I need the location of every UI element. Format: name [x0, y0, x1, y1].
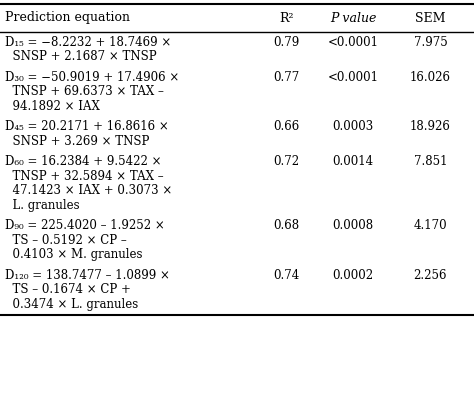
Text: 0.0008: 0.0008 [333, 219, 374, 232]
Text: <0.0001: <0.0001 [328, 71, 379, 84]
Text: 0.77: 0.77 [273, 71, 300, 84]
Text: R²: R² [280, 12, 294, 24]
Text: SNSP + 2.1687 × TNSP: SNSP + 2.1687 × TNSP [5, 50, 156, 63]
Text: TNSP + 32.5894 × TAX –: TNSP + 32.5894 × TAX – [5, 170, 164, 183]
Text: TNSP + 69.6373 × TAX –: TNSP + 69.6373 × TAX – [5, 85, 164, 98]
Text: 0.0003: 0.0003 [332, 120, 374, 133]
Text: 7.851: 7.851 [414, 155, 447, 168]
Text: L. granules: L. granules [5, 199, 79, 212]
Text: 0.3474 × L. granules: 0.3474 × L. granules [5, 298, 138, 311]
Text: 2.256: 2.256 [414, 269, 447, 282]
Text: 0.0002: 0.0002 [333, 269, 374, 282]
Text: D₁₅ = −8.2232 + 18.7469 ×: D₁₅ = −8.2232 + 18.7469 × [5, 36, 171, 49]
Text: 16.026: 16.026 [410, 71, 451, 84]
Text: D₄₅ = 20.2171 + 16.8616 ×: D₄₅ = 20.2171 + 16.8616 × [5, 120, 168, 133]
Text: 7.975: 7.975 [413, 36, 447, 49]
Text: P value: P value [330, 12, 376, 24]
Text: 0.79: 0.79 [273, 36, 300, 49]
Text: 94.1892 × IAX: 94.1892 × IAX [5, 100, 100, 113]
Text: Prediction equation: Prediction equation [5, 12, 130, 24]
Text: 4.170: 4.170 [414, 219, 447, 232]
Text: TS – 0.5192 × CP –: TS – 0.5192 × CP – [5, 234, 127, 247]
Text: D₃₀ = −50.9019 + 17.4906 ×: D₃₀ = −50.9019 + 17.4906 × [5, 71, 179, 84]
Text: 0.72: 0.72 [273, 155, 300, 168]
Text: TS – 0.1674 × CP +: TS – 0.1674 × CP + [5, 283, 131, 296]
Text: 47.1423 × IAX + 0.3073 ×: 47.1423 × IAX + 0.3073 × [5, 184, 172, 197]
Text: D₁₂₀ = 138.7477 – 1.0899 ×: D₁₂₀ = 138.7477 – 1.0899 × [5, 269, 170, 282]
Text: 0.66: 0.66 [273, 120, 300, 133]
Text: 0.0014: 0.0014 [333, 155, 374, 168]
Text: <0.0001: <0.0001 [328, 36, 379, 49]
Text: SEM: SEM [415, 12, 446, 24]
Text: 0.68: 0.68 [273, 219, 300, 232]
Text: 18.926: 18.926 [410, 120, 451, 133]
Text: D₆₀ = 16.2384 + 9.5422 ×: D₆₀ = 16.2384 + 9.5422 × [5, 155, 161, 168]
Text: 0.74: 0.74 [273, 269, 300, 282]
Text: 0.4103 × M. granules: 0.4103 × M. granules [5, 248, 142, 261]
Text: D₉₀ = 225.4020 – 1.9252 ×: D₉₀ = 225.4020 – 1.9252 × [5, 219, 164, 232]
Text: SNSP + 3.269 × TNSP: SNSP + 3.269 × TNSP [5, 135, 149, 148]
